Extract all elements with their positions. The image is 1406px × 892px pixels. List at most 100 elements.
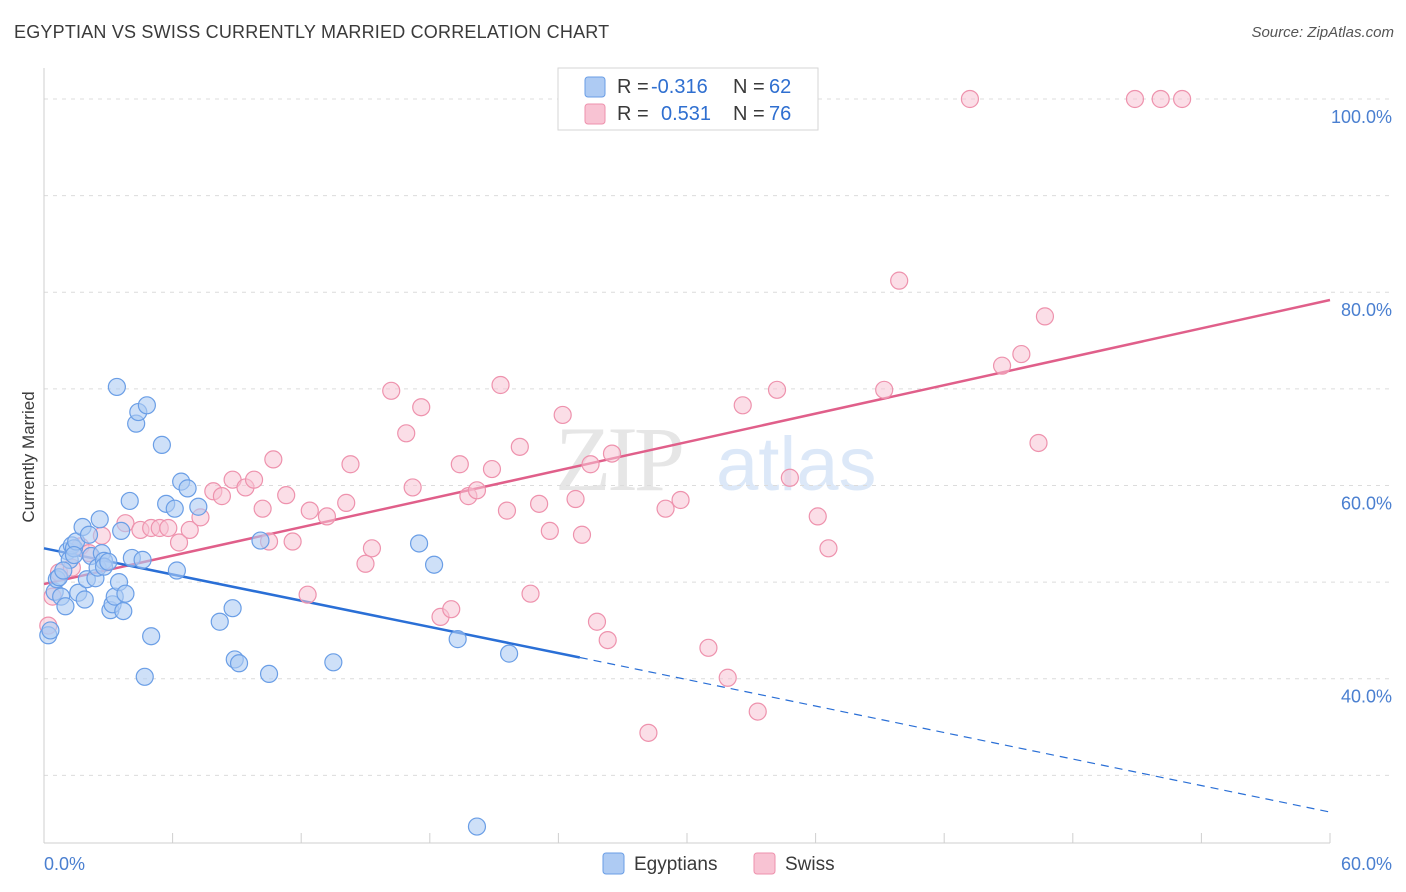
swiss-point	[553, 405, 572, 425]
swiss-points	[39, 89, 1192, 742]
egyptians-point	[133, 550, 152, 569]
swiss-point	[566, 489, 585, 509]
swiss-point	[521, 584, 540, 603]
legend-swatch-blue	[584, 76, 606, 98]
egyptians-point	[107, 377, 126, 397]
egyptians-point	[56, 597, 75, 616]
egyptians-point	[75, 590, 94, 609]
swiss-point	[639, 723, 658, 742]
swiss-point	[540, 521, 559, 541]
swiss-point	[356, 554, 375, 573]
swiss-point	[341, 455, 360, 474]
egyptians-point	[99, 552, 118, 571]
swiss-point	[767, 380, 787, 399]
swiss-point	[602, 444, 622, 463]
stats-legend: R = -0.316 N = 62 R = 0.531 N = 76	[557, 67, 819, 131]
swiss-point	[412, 398, 431, 417]
series-legend-swatch-egyptians	[602, 852, 625, 875]
swiss-point	[397, 424, 416, 443]
swiss-point	[362, 539, 382, 558]
swiss-point	[283, 532, 302, 551]
swiss-point	[875, 380, 894, 399]
watermark-atlas: atlas	[716, 422, 877, 507]
swiss-point	[992, 356, 1012, 375]
swiss-point	[699, 638, 718, 657]
egyptians-point	[409, 534, 429, 553]
egyptians-point	[120, 491, 139, 511]
swiss-point	[317, 507, 337, 526]
swiss-point	[467, 481, 487, 500]
egyptians-point	[167, 561, 186, 580]
swiss-point	[587, 612, 607, 631]
egyptians-point	[259, 664, 279, 684]
swiss-point	[808, 507, 827, 526]
egyptians-point	[79, 525, 99, 544]
swiss-point	[510, 437, 529, 456]
swiss-point	[491, 375, 510, 395]
swiss-point	[159, 518, 178, 538]
egyptians-points	[39, 377, 519, 836]
egyptians-point	[178, 479, 197, 498]
swiss-point	[382, 381, 401, 400]
x-tick-label-max: 60.0%	[1341, 854, 1392, 874]
egyptians-point	[142, 627, 161, 646]
swiss-point	[180, 520, 199, 540]
swiss-point	[300, 501, 319, 520]
legend-r-value-2: 0.531	[661, 103, 711, 125]
egyptians-point	[41, 621, 60, 640]
swiss-point	[960, 89, 980, 109]
swiss-point	[264, 450, 283, 469]
swiss-point	[337, 493, 356, 512]
swiss-point	[1125, 89, 1145, 109]
egyptians-point	[116, 584, 135, 603]
swiss-point	[780, 468, 799, 487]
x-tick-label-min: 0.0%	[44, 854, 85, 874]
swiss-point	[581, 455, 600, 474]
legend-n-value-1: 62	[769, 76, 791, 98]
series-legend-label-swiss: Swiss	[785, 854, 835, 875]
egyptians-point	[114, 601, 133, 621]
egyptians-point	[229, 654, 249, 673]
swiss-point	[253, 499, 272, 518]
egyptians-point	[251, 531, 270, 550]
egyptians-point	[54, 561, 73, 580]
egyptians-trend-extension	[579, 656, 1331, 813]
egyptians-point	[324, 653, 343, 672]
legend-r-value-1: -0.316	[651, 76, 708, 98]
y-axis-label: Currently Married	[19, 391, 38, 522]
y-tick-label: 40.0%	[1341, 687, 1392, 707]
egyptians-point	[137, 396, 156, 415]
swiss-point	[1029, 433, 1048, 453]
legend-r-label-1: R =	[617, 76, 649, 98]
swiss-point	[1151, 89, 1170, 109]
egyptians-point	[210, 612, 229, 631]
swiss-point	[442, 600, 461, 619]
egyptians-point	[152, 435, 171, 455]
chart-title: EGYPTIAN VS SWISS CURRENTLY MARRIED CORR…	[14, 22, 610, 42]
swiss-point	[450, 455, 469, 474]
chart-source: Source: ZipAtlas.com	[1251, 24, 1394, 41]
legend-n-label-1: N =	[733, 76, 765, 98]
swiss-point	[1035, 307, 1055, 326]
y-tick-label: 60.0%	[1341, 493, 1392, 513]
swiss-point	[748, 702, 767, 721]
swiss-point	[482, 459, 502, 479]
series-legend-swatch-swiss	[753, 852, 776, 875]
y-tick-label: 80.0%	[1341, 300, 1392, 320]
egyptians-point	[467, 817, 487, 836]
series-legend-label-egyptians: Egyptians	[634, 854, 717, 875]
watermark: ZIP atlas	[555, 408, 877, 510]
egyptians-point	[189, 497, 208, 516]
swiss-point	[1012, 344, 1031, 364]
swiss-point	[169, 533, 189, 552]
trend-lines	[43, 298, 1331, 813]
swiss-point	[298, 585, 317, 604]
swiss-trend-line	[43, 298, 1331, 586]
legend-n-label-2: N =	[733, 103, 765, 125]
swiss-point	[277, 486, 296, 505]
swiss-point	[497, 501, 517, 520]
egyptians-point	[424, 555, 444, 574]
egyptians-point	[90, 510, 109, 529]
egyptians-point	[223, 599, 242, 618]
